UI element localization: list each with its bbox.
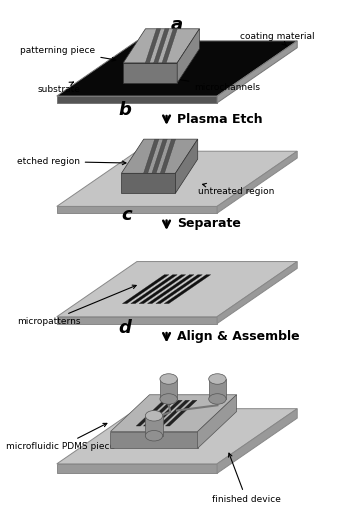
Polygon shape bbox=[152, 139, 167, 173]
Polygon shape bbox=[122, 275, 169, 304]
Text: d: d bbox=[119, 319, 132, 337]
Polygon shape bbox=[57, 96, 217, 103]
Polygon shape bbox=[158, 400, 190, 426]
Polygon shape bbox=[121, 173, 176, 193]
Polygon shape bbox=[57, 151, 297, 207]
Polygon shape bbox=[57, 41, 297, 96]
Ellipse shape bbox=[209, 393, 226, 404]
Text: substrate: substrate bbox=[38, 82, 80, 94]
Polygon shape bbox=[110, 395, 236, 432]
Ellipse shape bbox=[145, 410, 163, 421]
Ellipse shape bbox=[209, 374, 226, 384]
Polygon shape bbox=[209, 379, 226, 399]
Text: coating material: coating material bbox=[240, 32, 314, 46]
Text: Separate: Separate bbox=[177, 218, 241, 230]
Polygon shape bbox=[57, 464, 217, 473]
Polygon shape bbox=[123, 63, 177, 83]
Polygon shape bbox=[217, 262, 297, 323]
Polygon shape bbox=[151, 400, 182, 426]
Polygon shape bbox=[57, 316, 217, 323]
Polygon shape bbox=[164, 275, 211, 304]
Polygon shape bbox=[136, 400, 168, 426]
Ellipse shape bbox=[145, 431, 163, 441]
Ellipse shape bbox=[160, 374, 177, 384]
Polygon shape bbox=[154, 29, 169, 63]
Polygon shape bbox=[145, 416, 163, 436]
Text: micropatterns: micropatterns bbox=[17, 285, 136, 326]
Text: Plasma Etch: Plasma Etch bbox=[177, 113, 263, 126]
Polygon shape bbox=[143, 400, 175, 426]
Text: etched region: etched region bbox=[17, 157, 126, 166]
Ellipse shape bbox=[160, 393, 177, 404]
Polygon shape bbox=[148, 275, 194, 304]
Polygon shape bbox=[139, 275, 185, 304]
Text: b: b bbox=[119, 101, 132, 119]
Text: c: c bbox=[121, 206, 132, 224]
Polygon shape bbox=[176, 139, 198, 193]
Polygon shape bbox=[156, 275, 202, 304]
Polygon shape bbox=[57, 409, 297, 464]
Polygon shape bbox=[217, 151, 297, 213]
Polygon shape bbox=[57, 207, 217, 213]
Polygon shape bbox=[198, 395, 236, 448]
Polygon shape bbox=[165, 400, 197, 426]
Polygon shape bbox=[131, 275, 177, 304]
Polygon shape bbox=[145, 29, 161, 63]
Text: microfluidic PDMS piece: microfluidic PDMS piece bbox=[6, 423, 115, 451]
Polygon shape bbox=[160, 379, 177, 399]
Polygon shape bbox=[217, 409, 297, 473]
Text: microchannels: microchannels bbox=[172, 77, 261, 92]
Polygon shape bbox=[217, 41, 297, 103]
Text: patterning piece: patterning piece bbox=[20, 46, 116, 61]
Polygon shape bbox=[162, 29, 177, 63]
Text: Align & Assemble: Align & Assemble bbox=[177, 330, 299, 343]
Polygon shape bbox=[144, 139, 159, 173]
Polygon shape bbox=[123, 29, 199, 63]
Polygon shape bbox=[57, 262, 297, 316]
Polygon shape bbox=[110, 432, 198, 448]
Text: untreated region: untreated region bbox=[198, 183, 274, 196]
Text: a: a bbox=[171, 16, 183, 34]
Text: finished device: finished device bbox=[212, 453, 281, 504]
Polygon shape bbox=[121, 139, 198, 173]
Polygon shape bbox=[160, 139, 176, 173]
Polygon shape bbox=[177, 29, 199, 83]
